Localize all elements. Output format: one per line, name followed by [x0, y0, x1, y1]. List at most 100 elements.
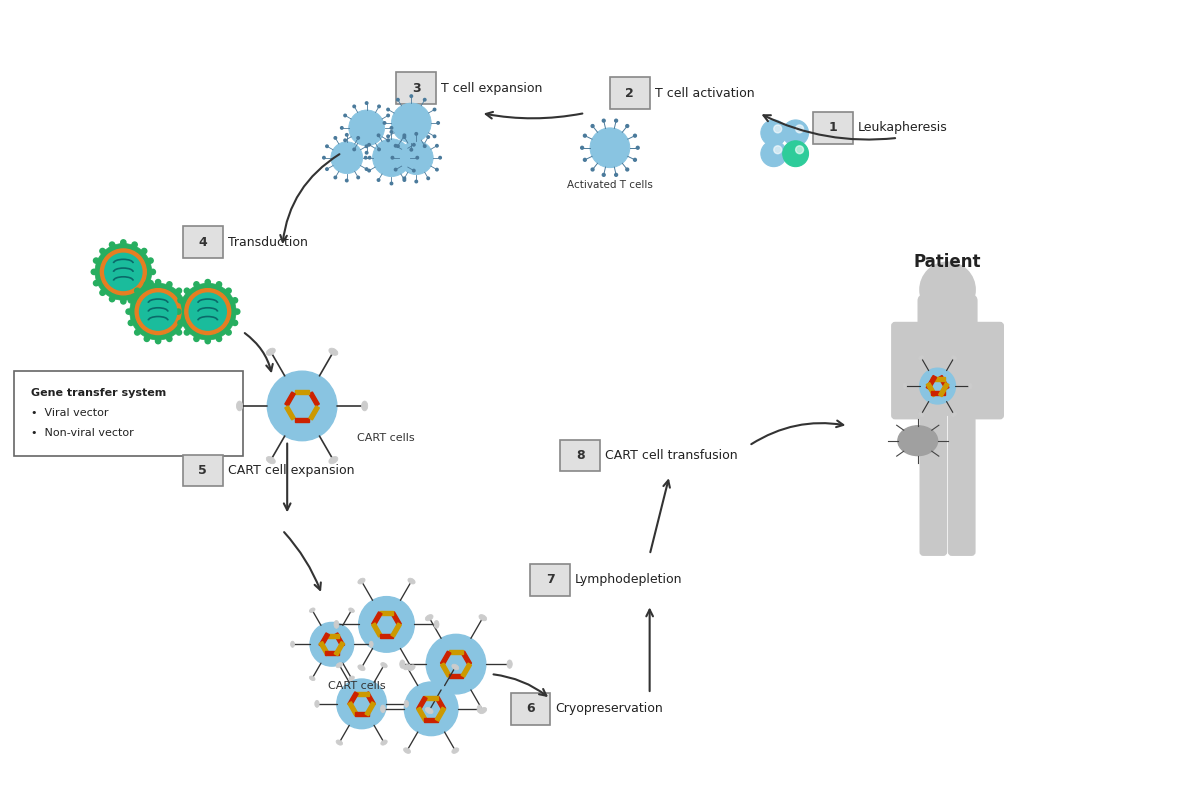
Bar [417, 696, 427, 711]
Circle shape [178, 320, 183, 326]
Text: Cryopreservation: Cryopreservation [555, 702, 663, 716]
Circle shape [341, 127, 344, 129]
Ellipse shape [370, 642, 373, 647]
Ellipse shape [237, 401, 243, 411]
Bar [320, 633, 329, 647]
Circle shape [377, 134, 379, 137]
Ellipse shape [381, 705, 385, 712]
Circle shape [390, 127, 393, 129]
Bar [296, 418, 309, 422]
Circle shape [383, 122, 385, 124]
Circle shape [633, 135, 637, 137]
Circle shape [396, 145, 399, 147]
Circle shape [378, 148, 381, 150]
Ellipse shape [381, 740, 387, 745]
Text: 1: 1 [830, 122, 838, 135]
Text: Lymphodepletion: Lymphodepletion [576, 573, 682, 586]
Circle shape [91, 269, 97, 275]
Circle shape [194, 336, 199, 341]
Ellipse shape [348, 676, 354, 681]
Circle shape [405, 682, 458, 736]
Circle shape [232, 320, 238, 326]
Bar [365, 692, 376, 706]
Circle shape [217, 336, 221, 341]
Circle shape [387, 135, 389, 138]
Text: •  Viral vector: • Viral vector [31, 408, 109, 418]
Ellipse shape [408, 665, 415, 670]
FancyArrowPatch shape [486, 112, 583, 119]
Circle shape [365, 102, 367, 104]
Circle shape [93, 258, 98, 263]
Circle shape [128, 320, 134, 326]
Text: Leukapheresis: Leukapheresis [858, 122, 948, 135]
Circle shape [591, 125, 594, 127]
Bar [449, 674, 463, 678]
Circle shape [365, 145, 367, 147]
FancyArrowPatch shape [764, 115, 895, 139]
Circle shape [194, 282, 199, 287]
Circle shape [156, 338, 160, 344]
Bar [371, 623, 382, 637]
Circle shape [144, 336, 150, 341]
Text: 3: 3 [412, 82, 420, 95]
Circle shape [109, 242, 115, 248]
Ellipse shape [403, 747, 411, 753]
Circle shape [326, 168, 328, 170]
Text: Gene transfer system: Gene transfer system [31, 388, 166, 398]
Circle shape [176, 309, 181, 314]
Circle shape [310, 622, 354, 666]
FancyBboxPatch shape [183, 226, 223, 258]
Circle shape [411, 95, 413, 97]
Text: 6: 6 [527, 702, 535, 716]
Bar [440, 663, 451, 677]
Circle shape [144, 282, 150, 287]
Circle shape [633, 158, 637, 162]
Circle shape [359, 597, 414, 652]
Circle shape [583, 135, 587, 137]
Circle shape [394, 169, 397, 171]
Bar [461, 651, 472, 665]
Circle shape [400, 141, 433, 174]
Circle shape [413, 143, 415, 146]
Ellipse shape [451, 664, 458, 669]
Circle shape [148, 280, 153, 286]
Circle shape [433, 108, 436, 111]
Ellipse shape [919, 356, 924, 360]
Circle shape [134, 288, 140, 294]
Circle shape [336, 679, 387, 728]
Circle shape [166, 336, 172, 341]
Circle shape [424, 145, 426, 147]
Circle shape [378, 105, 381, 107]
Bar [365, 702, 376, 716]
Ellipse shape [425, 615, 433, 621]
Text: 8: 8 [576, 449, 584, 462]
Ellipse shape [266, 348, 275, 355]
Bar [296, 390, 309, 394]
Circle shape [426, 634, 486, 694]
Circle shape [626, 125, 628, 127]
Bar [354, 712, 369, 716]
Text: Patient: Patient [913, 253, 982, 271]
Circle shape [205, 279, 211, 285]
Text: Transduction: Transduction [227, 236, 308, 248]
Circle shape [920, 263, 974, 317]
Ellipse shape [334, 621, 339, 628]
Circle shape [396, 99, 399, 101]
Circle shape [105, 253, 142, 291]
Bar [334, 642, 345, 656]
Circle shape [403, 134, 406, 137]
Text: 7: 7 [546, 573, 554, 586]
Circle shape [590, 128, 630, 168]
FancyBboxPatch shape [14, 371, 243, 455]
Circle shape [796, 146, 803, 154]
Ellipse shape [336, 662, 342, 668]
Bar [309, 392, 320, 406]
FancyBboxPatch shape [938, 284, 958, 319]
Circle shape [364, 157, 367, 159]
Ellipse shape [291, 642, 294, 647]
Text: CART cell expansion: CART cell expansion [227, 464, 354, 477]
Circle shape [235, 309, 239, 314]
Bar [334, 633, 345, 647]
Ellipse shape [919, 412, 924, 416]
Circle shape [184, 288, 189, 294]
